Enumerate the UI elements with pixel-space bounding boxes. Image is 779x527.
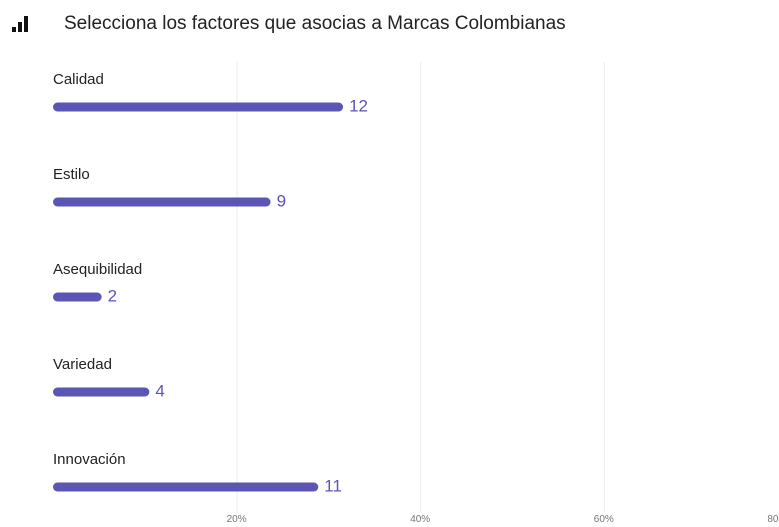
category-label: Asequibilidad: [53, 261, 142, 278]
data-label: 12: [349, 96, 368, 115]
data-label: 11: [324, 476, 342, 495]
x-tick-label: 40%: [410, 514, 430, 525]
data-label: 4: [155, 381, 164, 400]
bar-chart-icon: [12, 16, 30, 32]
x-tick-label: 60%: [594, 514, 614, 525]
category-label: Variedad: [53, 356, 112, 373]
data-label: 2: [108, 286, 117, 305]
bar: [53, 482, 319, 492]
category-label: Innovación: [53, 451, 126, 468]
x-tick-label: 20%: [227, 514, 247, 525]
chart-title: Selecciona los factores que asocias a Ma…: [64, 13, 566, 34]
x-tick-label: 80%: [767, 514, 779, 525]
category-label: Estilo: [53, 166, 90, 183]
bar: [53, 292, 102, 302]
chart-header: Selecciona los factores que asocias a Ma…: [12, 8, 566, 40]
bar: [53, 102, 344, 112]
bar: [53, 197, 271, 207]
data-label: 9: [277, 191, 286, 210]
bar: [53, 387, 150, 397]
category-label: Calidad: [53, 71, 104, 88]
